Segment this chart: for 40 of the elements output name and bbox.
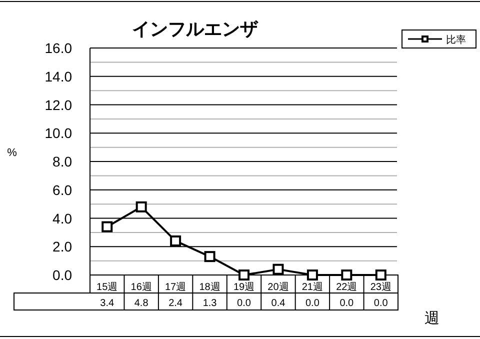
data-label: 3.4 [100,298,114,309]
x-tick-label: 20週 [268,282,289,293]
x-tick-label: 18週 [199,282,220,293]
point [341,270,352,280]
point [136,201,147,212]
y-axis-title: % [7,147,18,159]
y-tick-label: 8.0 [52,154,72,170]
x-axis-title: 週 [424,310,440,327]
data-label: 0.0 [305,298,320,309]
point [306,270,318,280]
x-tick-label: 21週 [302,282,324,293]
data-label: 0.0 [237,298,252,309]
y-tick-label: 16.0 [44,40,72,56]
y-tick-label: 4.0 [52,210,72,226]
y-tick-label: 14.0 [44,68,72,84]
point [102,221,113,232]
x-tick-label: 17週 [164,282,186,293]
y-tick-label: 12.0 [44,96,72,113]
y-tick-label: 6.0 [52,182,72,198]
y-tick-label: 10.0 [44,125,72,142]
chart-title: インフルエンザ [132,19,259,39]
point [170,235,182,246]
point [272,264,284,275]
x-tick-label: 16週 [130,282,152,293]
x-tick-label: 23週 [370,282,392,293]
data-label: 0.4 [271,298,286,309]
x-tick-label: 15週 [96,282,118,293]
point [204,251,216,262]
legend-label: 比率 [446,34,466,46]
data-label: 4.8 [134,298,149,309]
point [375,270,386,280]
y-tick-label: 0.0 [52,267,72,283]
data-label: 0.0 [374,298,388,309]
data-label: 2.4 [168,298,183,309]
y-tick-label: 2.0 [52,238,72,255]
point [238,270,250,280]
data-label: 0.0 [340,298,354,309]
data-label: 1.3 [202,298,218,309]
x-tick-label: 19週 [233,282,255,293]
x-tick-label: 22週 [336,282,358,293]
